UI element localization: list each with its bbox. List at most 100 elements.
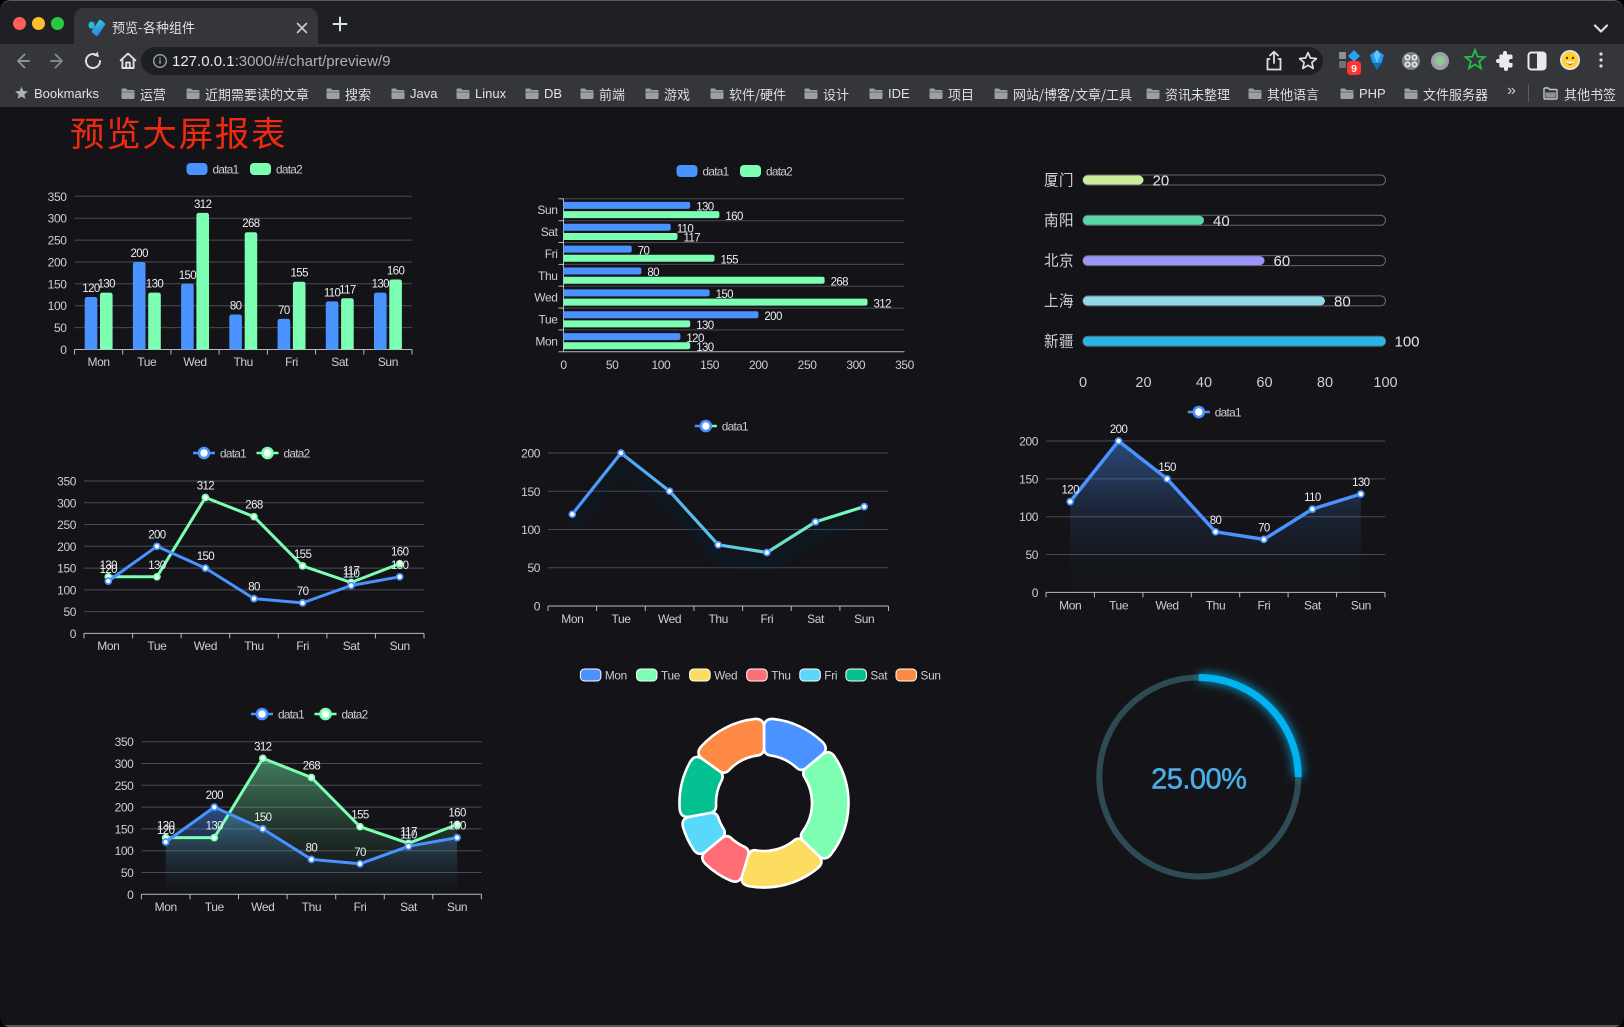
svg-text:Tue: Tue [137,355,157,369]
svg-text:80: 80 [248,582,260,594]
svg-text:Tue: Tue [661,668,681,682]
svg-text:Mon: Mon [155,900,177,914]
svg-text:150: 150 [179,270,197,282]
svg-text:50: 50 [1025,548,1038,562]
svg-text:100: 100 [57,583,77,597]
svg-text:Wed: Wed [183,355,206,369]
svg-text:9: 9 [1351,63,1357,75]
svg-text:Sat: Sat [870,668,888,682]
svg-text:150: 150 [716,289,734,301]
svg-text:Wed: Wed [194,639,217,653]
svg-text:130: 130 [696,342,714,354]
svg-text:130: 130 [206,821,224,833]
svg-text:200: 200 [206,790,224,802]
svg-text:60: 60 [1256,375,1272,391]
svg-text:Sat: Sat [331,355,349,369]
svg-text:300: 300 [48,212,68,226]
svg-text:Mon: Mon [605,668,627,682]
svg-text:350: 350 [895,358,915,372]
svg-text:Wed: Wed [714,668,737,682]
svg-text:40: 40 [1213,213,1230,230]
svg-text:150: 150 [1019,472,1039,486]
svg-text:350: 350 [57,475,77,489]
svg-text:200: 200 [749,358,769,372]
svg-text:100: 100 [1373,375,1397,391]
svg-text:Sun: Sun [390,639,410,653]
svg-text:130: 130 [100,560,118,572]
svg-text:data2: data2 [284,446,310,460]
svg-text:130: 130 [696,320,714,332]
svg-text:Sun: Sun [921,668,941,682]
svg-text:350: 350 [115,735,135,749]
svg-text:100: 100 [1019,510,1039,524]
svg-text:Wed: Wed [658,612,681,626]
svg-text:130: 130 [372,279,390,291]
svg-text:Fri: Fri [296,639,309,653]
svg-text:Fri: Fri [761,612,774,626]
svg-text:200: 200 [521,447,541,461]
svg-text:120: 120 [82,283,100,295]
svg-text:160: 160 [448,808,466,820]
svg-text:110: 110 [400,829,417,841]
svg-text:300: 300 [57,496,77,510]
svg-text:120: 120 [157,825,175,837]
svg-text:100: 100 [1395,334,1420,351]
svg-text:250: 250 [798,358,818,372]
svg-text:130: 130 [391,560,409,572]
svg-text:200: 200 [115,801,135,815]
svg-text:350: 350 [48,190,68,204]
svg-text:50: 50 [63,605,76,619]
svg-text:80: 80 [1317,375,1333,391]
svg-text:Sat: Sat [343,639,361,653]
svg-text:268: 268 [245,500,263,512]
svg-text:data1: data1 [278,707,304,721]
svg-text:250: 250 [57,518,77,532]
svg-text:100: 100 [521,523,541,537]
svg-text:Mon: Mon [561,612,583,626]
svg-text:Thu: Thu [233,355,252,369]
svg-text:0: 0 [1079,375,1087,391]
svg-text:120: 120 [1062,485,1080,497]
svg-text:70: 70 [297,586,309,598]
svg-text:300: 300 [115,757,135,771]
svg-text:Tue: Tue [205,900,225,914]
svg-text:268: 268 [303,761,321,773]
svg-text:data1: data1 [220,446,246,460]
svg-text:Sat: Sat [541,225,559,239]
svg-text:Tue: Tue [611,612,631,626]
svg-text:50: 50 [606,358,619,372]
svg-text:0: 0 [70,627,77,641]
svg-text:130: 130 [157,821,175,833]
svg-text:155: 155 [351,810,369,822]
svg-text:100: 100 [651,358,671,372]
svg-text:Sun: Sun [537,203,557,217]
svg-text:20: 20 [1135,375,1151,391]
svg-text:data1: data1 [703,164,729,178]
svg-text:Fri: Fri [824,668,837,682]
svg-text:110: 110 [677,224,694,236]
svg-text:25.00%: 25.00% [1151,764,1246,796]
svg-text:117: 117 [339,284,356,296]
svg-text:0: 0 [560,358,567,372]
svg-text:150: 150 [57,562,77,576]
svg-text:268: 268 [242,218,260,230]
svg-text:Sat: Sat [1304,598,1322,612]
svg-text:data2: data2 [342,707,368,721]
svg-text:20: 20 [1153,173,1170,190]
svg-text:80: 80 [1334,293,1351,310]
svg-text:130: 130 [1352,477,1370,489]
svg-text:Sun: Sun [854,612,874,626]
svg-text:160: 160 [391,547,409,559]
svg-text:200: 200 [48,256,68,270]
svg-text:130: 130 [448,821,466,833]
svg-text:300: 300 [846,358,866,372]
svg-text:Thu: Thu [771,668,790,682]
svg-text:Mon: Mon [1059,598,1081,612]
svg-text:120: 120 [686,333,704,345]
svg-text:130: 130 [98,279,116,291]
svg-text:Sat: Sat [807,612,825,626]
svg-text:150: 150 [48,277,68,291]
svg-text:80: 80 [230,301,242,313]
svg-text:312: 312 [194,199,212,211]
svg-text:Fri: Fri [545,247,558,261]
